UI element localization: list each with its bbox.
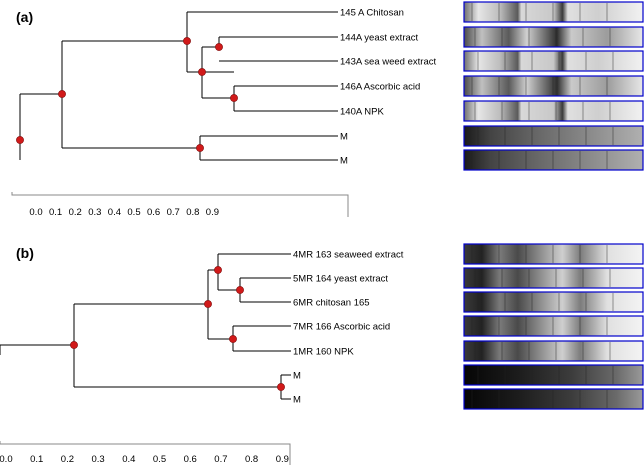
gel-lane-image — [463, 50, 644, 72]
leaf-label: 146A Ascorbic acid — [340, 82, 420, 93]
axis-tick-label: 0.6 — [184, 454, 197, 465]
panel-label: (b) — [16, 245, 34, 261]
leaf-label: 7MR 166 Ascorbic acid — [293, 322, 390, 333]
cluster-node — [229, 335, 237, 343]
leaf-label: 143A sea weed extract — [340, 57, 436, 68]
gel-lane-image — [463, 340, 644, 362]
axis-tick-label: 0.8 — [245, 454, 258, 465]
leaf-label: M — [340, 132, 348, 143]
axis-tick-label: 0.1 — [30, 454, 43, 465]
gel-lane-image — [463, 388, 644, 410]
gel-lane-image — [463, 267, 644, 289]
gel-lane-image — [463, 315, 644, 337]
cluster-node — [204, 300, 212, 308]
leaf-label: 1MR 160 NPK — [293, 347, 354, 358]
leaf-label: 4MR 163 seaweed extract — [293, 250, 404, 261]
leaf-label: 140A NPK — [340, 107, 384, 118]
axis-tick-label: 0.2 — [61, 454, 74, 465]
axis-tick-label: 0.8 — [186, 207, 199, 218]
axis-tick-label: 0.3 — [88, 207, 101, 218]
axis-tick-label: 0.9 — [276, 454, 289, 465]
axis-tick-label: 0.0 — [0, 454, 13, 465]
cluster-node — [16, 136, 24, 144]
cluster-node — [198, 68, 206, 76]
cluster-node — [236, 286, 244, 294]
leaf-label: M — [293, 371, 301, 382]
leaf-label: 5MR 164 yeast extract — [293, 274, 388, 285]
gel-lane-image — [463, 125, 644, 147]
gel-lane-image — [463, 364, 644, 386]
cluster-node — [277, 383, 285, 391]
leaf-label: M — [340, 156, 348, 167]
axis-tick-label: 0.1 — [49, 207, 62, 218]
cluster-node — [70, 341, 78, 349]
gel-lane-image — [463, 75, 644, 97]
panel-label: (a) — [16, 9, 33, 25]
leaf-label: 145 A Chitosan — [340, 8, 404, 19]
gel-lane-image — [463, 243, 644, 265]
cluster-node — [183, 37, 191, 45]
leaf-label: 144A yeast extract — [340, 33, 419, 44]
scale-axis — [11, 192, 349, 217]
axis-tick-label: 0.0 — [29, 207, 42, 218]
leaf-label: 6MR chitosan 165 — [293, 298, 370, 309]
axis-tick-label: 0.9 — [206, 207, 219, 218]
gel-lane-image — [463, 26, 644, 48]
axis-tick-label: 0.5 — [127, 207, 140, 218]
axis-tick-label: 0.7 — [214, 454, 227, 465]
axis-tick-label: 0.4 — [108, 207, 121, 218]
leaf-label: M — [293, 395, 301, 406]
cluster-node — [196, 144, 204, 152]
gel-lane-image — [463, 149, 644, 171]
cluster-node — [58, 90, 66, 98]
gel-lane-image — [463, 1, 644, 23]
axis-tick-label: 0.5 — [153, 454, 166, 465]
axis-tick-label: 0.2 — [69, 207, 82, 218]
axis-tick-label: 0.6 — [147, 207, 160, 218]
axis-tick-label: 0.4 — [122, 454, 135, 465]
gel-lane-image — [463, 291, 644, 313]
cluster-node — [214, 266, 222, 274]
axis-tick-label: 0.3 — [91, 454, 104, 465]
axis-tick-label: 0.7 — [167, 207, 180, 218]
scale-axis — [0, 441, 291, 465]
cluster-node — [215, 43, 223, 51]
cluster-node — [230, 94, 238, 102]
gel-lane-image — [463, 100, 644, 122]
